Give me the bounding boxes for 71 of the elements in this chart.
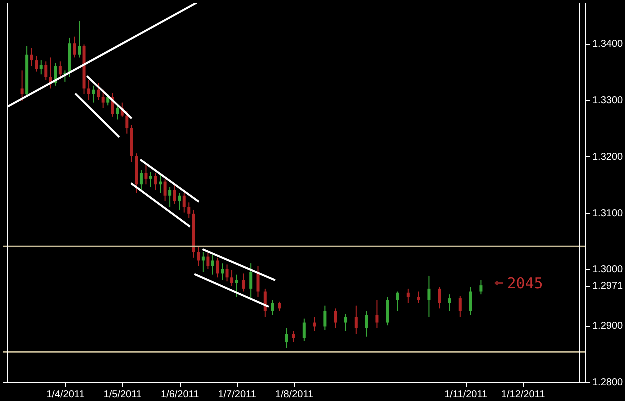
- candlestick: [126, 110, 129, 134]
- y-tick-label: 1.2900: [592, 321, 624, 332]
- candlestick: [396, 291, 400, 312]
- candlestick: [285, 328, 288, 349]
- candlestick: [35, 56, 38, 72]
- candlestick: [188, 202, 191, 219]
- y-tick-label: 1.3400: [592, 39, 624, 50]
- annotation: 2045: [507, 274, 544, 292]
- candlestick: [102, 89, 105, 109]
- candlestick: [144, 164, 148, 186]
- candlestick: [242, 273, 246, 292]
- candlestick: [256, 266, 260, 298]
- x-tick-label: 1/8/2011: [275, 390, 314, 400]
- y-tick-label: 1.3100: [592, 208, 624, 220]
- candlestick: [73, 36, 76, 58]
- candlestick: [221, 263, 224, 281]
- candlestick: [168, 186, 172, 208]
- candlestick: [178, 192, 182, 210]
- y-tick-label: 1.3000: [592, 264, 624, 276]
- x-tick-label: 1/7/2011: [218, 390, 257, 400]
- candlestick: [58, 61, 62, 78]
- candlestick: [458, 296, 462, 318]
- candlestick: [480, 280, 483, 296]
- y-tick-label: 1.3300: [592, 96, 624, 107]
- candlestick: [150, 172, 152, 188]
- x-tick-label: 1/6/2011: [161, 390, 200, 400]
- y-tick-label: 1.2800: [592, 378, 624, 388]
- candlestick: [344, 314, 348, 332]
- candlestick: [211, 254, 214, 276]
- candlestick: [271, 300, 274, 316]
- candlestick: [386, 296, 390, 326]
- x-tick-label: 1/11/2011: [444, 390, 488, 400]
- candlestick: [97, 82, 100, 101]
- candlestick: [140, 170, 143, 191]
- candlestick: [235, 274, 238, 298]
- candlestick: [230, 270, 234, 287]
- candlestick: [448, 294, 452, 312]
- candlestick: [406, 288, 410, 304]
- candlestick: [88, 80, 91, 101]
- candlestick: [250, 263, 253, 301]
- candlestick: [30, 48, 34, 67]
- x-tick-label: 1/12/2011: [501, 390, 546, 400]
- candlestick: [182, 192, 186, 214]
- candlestick: [20, 70, 24, 102]
- candlestick: [428, 275, 431, 318]
- candlestick: [376, 300, 379, 329]
- candlestick: [334, 308, 338, 329]
- candlestick: [78, 20, 81, 58]
- candlestick: [173, 184, 176, 205]
- candlestick: [154, 172, 158, 191]
- candlestick: [292, 330, 296, 344]
- candlestick: [302, 318, 306, 342]
- candlestick: [44, 61, 48, 81]
- y-tick-label: 1.2971: [592, 281, 624, 292]
- candlestick: [116, 105, 120, 120]
- candlestick: [92, 85, 96, 104]
- candlestick: [197, 246, 200, 267]
- candlestick: [354, 305, 358, 335]
- candlestick: [324, 305, 327, 331]
- x-tick-label: 1/4/2011: [46, 390, 86, 400]
- candlestick: [469, 286, 472, 316]
- candlestick: [365, 311, 368, 338]
- candlestick: [278, 301, 282, 312]
- candlestick: [164, 178, 167, 202]
- candlestick: [206, 252, 210, 270]
- x-tick-label: 1/5/2011: [104, 390, 142, 400]
- candlestick: [226, 264, 229, 282]
- candlestick: [40, 60, 43, 76]
- candlestick: [216, 257, 220, 278]
- candlestick: [438, 286, 442, 310]
- y-tick-label: 1.3200: [592, 152, 624, 163]
